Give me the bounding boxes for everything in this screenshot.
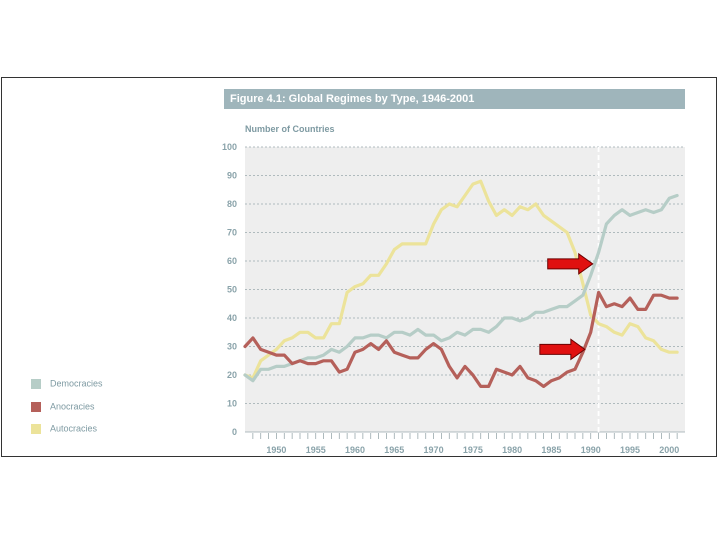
legend-label-democracies: Democracies (50, 378, 103, 389)
chart-title: Figure 4.1: Global Regimes by Type, 1946… (224, 89, 685, 109)
series-line-autocracies (243, 179, 679, 380)
y-tick-label-50: 50 (227, 285, 237, 295)
legend-swatch-anocracies (31, 401, 41, 412)
x-tick-label-1955: 1955 (306, 445, 326, 455)
y-tick-label-20: 20 (227, 370, 237, 380)
series-line-democracies (243, 193, 679, 383)
y-tick-label-40: 40 (227, 313, 237, 323)
y-tick-label-90: 90 (227, 171, 237, 181)
x-tick-label-1965: 1965 (384, 445, 404, 455)
annotation-arrow-2 (539, 338, 586, 361)
y-tick-label-10: 10 (227, 399, 237, 409)
legend-item-autocracies: Autocracies (31, 423, 97, 434)
y-tick-label-60: 60 (227, 256, 237, 266)
y-tick-label-30: 30 (227, 342, 237, 352)
y-tick-label-80: 80 (227, 199, 237, 209)
y-tick-label-0: 0 (232, 427, 237, 437)
legend-item-democracies: Democracies (31, 378, 103, 389)
x-tick-label-1975: 1975 (463, 445, 483, 455)
x-tick-label-2000: 2000 (659, 445, 679, 455)
y-tick-label-100: 100 (222, 142, 237, 152)
legend-item-anocracies: Anocracies (31, 401, 95, 412)
x-tick-label-1980: 1980 (502, 445, 522, 455)
y-axis-label: Number of Countries (245, 124, 335, 134)
series-line-anocracies (243, 290, 679, 388)
annotation-arrow-1 (547, 252, 594, 275)
legend-label-anocracies: Anocracies (50, 401, 95, 412)
x-tick-label-1970: 1970 (424, 445, 444, 455)
legend-swatch-democracies (31, 378, 41, 389)
x-tick-label-1960: 1960 (345, 445, 365, 455)
x-tick-label-1950: 1950 (266, 445, 286, 455)
y-tick-label-70: 70 (227, 228, 237, 238)
x-tick-label-1995: 1995 (620, 445, 640, 455)
legend-label-autocracies: Autocracies (50, 423, 98, 434)
legend-swatch-autocracies (31, 423, 41, 434)
x-tick-label-1990: 1990 (581, 445, 601, 455)
x-tick-label-1985: 1985 (541, 445, 561, 455)
